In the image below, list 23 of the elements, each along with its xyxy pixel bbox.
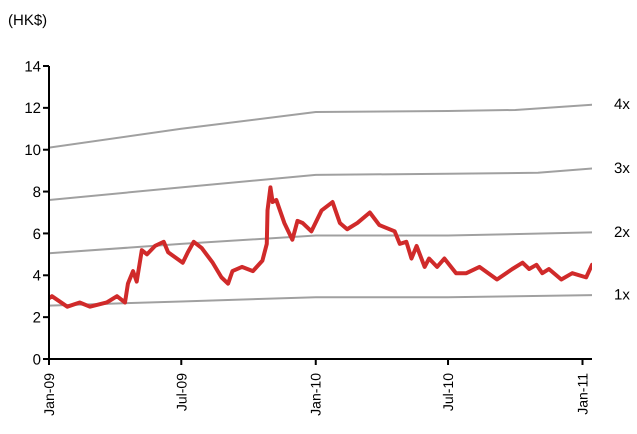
x-tick-label: Jan-09 — [41, 372, 57, 416]
series-label: 1x — [614, 286, 630, 304]
y-tick-label: 12 — [24, 100, 41, 118]
x-tick-label: Jan-11 — [574, 372, 590, 415]
series-label: 3x — [614, 160, 630, 178]
y-tick-label: 0 — [32, 351, 41, 368]
y-tick-label: 6 — [32, 226, 41, 243]
line-series — [49, 294, 592, 307]
x-tick-label: Jul-09 — [173, 372, 190, 412]
y-axis-title: (HK$) — [8, 12, 48, 29]
x-tick-label: Jul-10 — [440, 372, 456, 412]
line-series — [49, 185, 592, 309]
line-series — [49, 168, 592, 201]
y-tick-label: 4 — [32, 268, 41, 285]
y-tick-label: 8 — [32, 184, 41, 201]
x-tick-label: Jan-10 — [308, 372, 324, 416]
y-tick-label: 2 — [32, 309, 41, 326]
y-tick-label: 10 — [24, 142, 41, 160]
series-label: 2x — [614, 224, 630, 241]
line-series — [49, 104, 592, 149]
series-label: 4x — [614, 96, 630, 114]
y-tick-label: 14 — [24, 58, 41, 76]
line-series — [49, 231, 592, 254]
